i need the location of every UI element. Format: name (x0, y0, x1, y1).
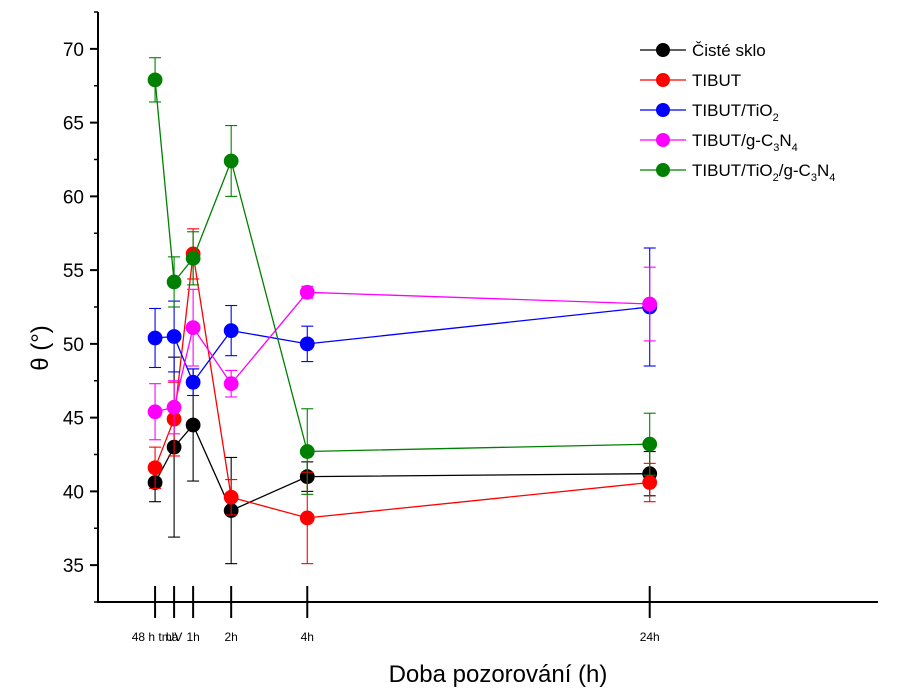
y-tick-label: 60 (63, 187, 84, 208)
legend: Čisté sklo TIBUT TIBUT/TiO2 TIBUT/g-C3N4 TIB… (640, 41, 835, 184)
data-point (642, 436, 658, 452)
data-point (642, 296, 658, 312)
data-point (185, 320, 201, 336)
series-4 (147, 57, 658, 495)
y-tick-label: 45 (63, 409, 84, 430)
data-point (185, 374, 201, 390)
legend-marker (656, 103, 670, 117)
y-tick-label: 40 (63, 482, 84, 503)
x-tick-label: UV (166, 630, 183, 644)
data-point (166, 274, 182, 290)
x-tick-label: 24h (640, 630, 660, 644)
legend-marker (656, 133, 670, 147)
data-point (223, 489, 239, 505)
legend-item: TIBUT/TiO2 (640, 101, 779, 124)
data-point (299, 444, 315, 459)
legend-marker (656, 43, 670, 57)
series-line (154, 253, 650, 519)
legend-label: TIBUT (692, 71, 741, 90)
legend-label: TIBUT/TiO2/g-C3N4 (692, 161, 835, 184)
data-point (299, 336, 315, 352)
legend-label: TIBUT/TiO2 (692, 101, 779, 124)
data-point (299, 284, 315, 300)
series-line (154, 291, 650, 413)
legend-item: TIBUT/g-C3N4 (640, 131, 798, 154)
legend-item: TIBUT/TiO2/g-C3N4 (640, 161, 835, 184)
legend-label: Čisté sklo (692, 41, 766, 60)
x-axis-title: Doba pozorování (h) (389, 661, 608, 688)
data-point (185, 250, 201, 266)
data-point (147, 404, 163, 420)
data-point (223, 376, 239, 392)
y-tick-label: 65 (63, 114, 84, 135)
data-point (223, 323, 239, 339)
x-tick-label: 2h (224, 630, 237, 644)
data-point (147, 460, 163, 476)
x-tick-label: 1h (186, 630, 199, 644)
legend-item: TIBUT (640, 71, 741, 90)
legend-item: Čisté sklo (640, 41, 766, 60)
legend-marker (656, 73, 670, 87)
series-line (154, 79, 650, 453)
data-point (223, 153, 239, 169)
data-point (299, 510, 315, 526)
x-tick-label: 48 h tma (132, 630, 179, 644)
data-point (147, 330, 163, 346)
x-tick-label: 4h (301, 630, 314, 644)
data-point (166, 399, 182, 415)
y-axis-title: θ (°) (27, 325, 54, 371)
y-tick-label: 55 (63, 261, 84, 282)
y-tick-label: 70 (63, 40, 84, 61)
data-point (642, 475, 658, 490)
data-point (185, 417, 201, 433)
plot-layer (147, 57, 658, 565)
series-3 (147, 266, 658, 441)
data-point (147, 72, 163, 88)
y-tick-label: 35 (63, 556, 84, 577)
legend-label: TIBUT/g-C3N4 (692, 131, 798, 154)
y-tick-label: 50 (63, 335, 84, 356)
data-point (166, 329, 182, 344)
legend-marker (656, 163, 670, 177)
series-0 (147, 356, 658, 565)
